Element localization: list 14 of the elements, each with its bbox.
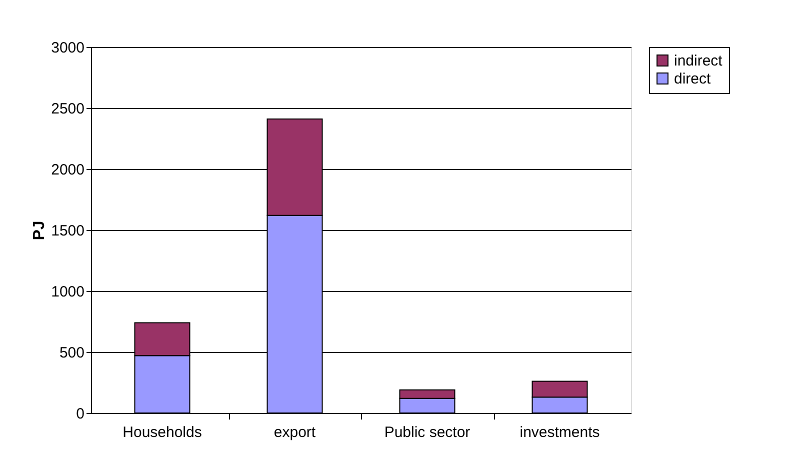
y-tick-label: 1000 [51,284,84,300]
y-tick-label: 3000 [51,40,84,56]
x-tick-label: investments [520,424,600,441]
x-tick-label: Households [122,424,202,441]
x-tick-label: export [274,424,316,441]
y-tick-label: 1500 [51,222,84,240]
legend-label: indirect [674,52,724,70]
y-tick-label: 0 [76,406,84,422]
y-axis-title: PJ [31,220,48,240]
y-tick-label: 500 [59,344,84,362]
x-tick-label: Public sector [384,424,470,441]
y-tick-label: 2000 [51,162,84,178]
y-tick-label: 2500 [51,100,84,118]
legend-label: direct [674,70,712,88]
